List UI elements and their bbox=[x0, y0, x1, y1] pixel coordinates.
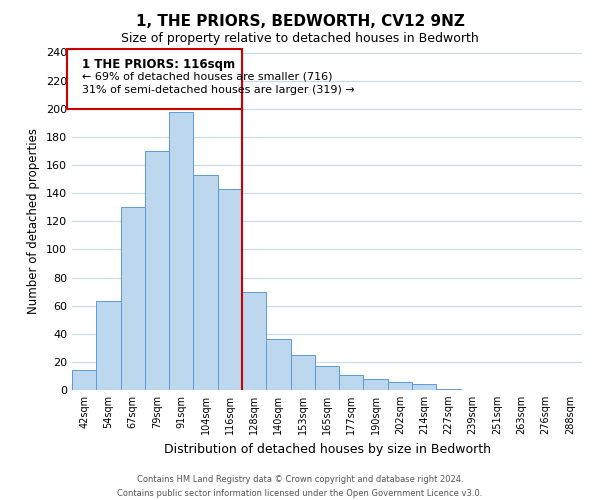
Bar bbox=[290, 355, 315, 390]
Text: 1 THE PRIORS: 116sqm: 1 THE PRIORS: 116sqm bbox=[82, 58, 235, 70]
Bar bbox=[315, 366, 339, 390]
Text: ← 69% of detached houses are smaller (716): ← 69% of detached houses are smaller (71… bbox=[82, 71, 332, 81]
Y-axis label: Number of detached properties: Number of detached properties bbox=[28, 128, 40, 314]
Text: Contains HM Land Registry data © Crown copyright and database right 2024.
Contai: Contains HM Land Registry data © Crown c… bbox=[118, 476, 482, 498]
Bar bbox=[121, 207, 145, 390]
Text: 31% of semi-detached houses are larger (319) →: 31% of semi-detached houses are larger (… bbox=[82, 84, 355, 94]
Bar bbox=[96, 302, 121, 390]
Bar bbox=[169, 112, 193, 390]
Bar bbox=[412, 384, 436, 390]
Bar bbox=[72, 370, 96, 390]
X-axis label: Distribution of detached houses by size in Bedworth: Distribution of detached houses by size … bbox=[163, 442, 491, 456]
Bar bbox=[364, 379, 388, 390]
Bar bbox=[266, 340, 290, 390]
Text: Size of property relative to detached houses in Bedworth: Size of property relative to detached ho… bbox=[121, 32, 479, 45]
Bar bbox=[145, 151, 169, 390]
Bar bbox=[436, 388, 461, 390]
Bar bbox=[339, 374, 364, 390]
FancyBboxPatch shape bbox=[67, 49, 242, 109]
Bar bbox=[193, 175, 218, 390]
Bar bbox=[388, 382, 412, 390]
Text: 1, THE PRIORS, BEDWORTH, CV12 9NZ: 1, THE PRIORS, BEDWORTH, CV12 9NZ bbox=[136, 14, 464, 29]
Bar bbox=[242, 292, 266, 390]
Bar bbox=[218, 189, 242, 390]
